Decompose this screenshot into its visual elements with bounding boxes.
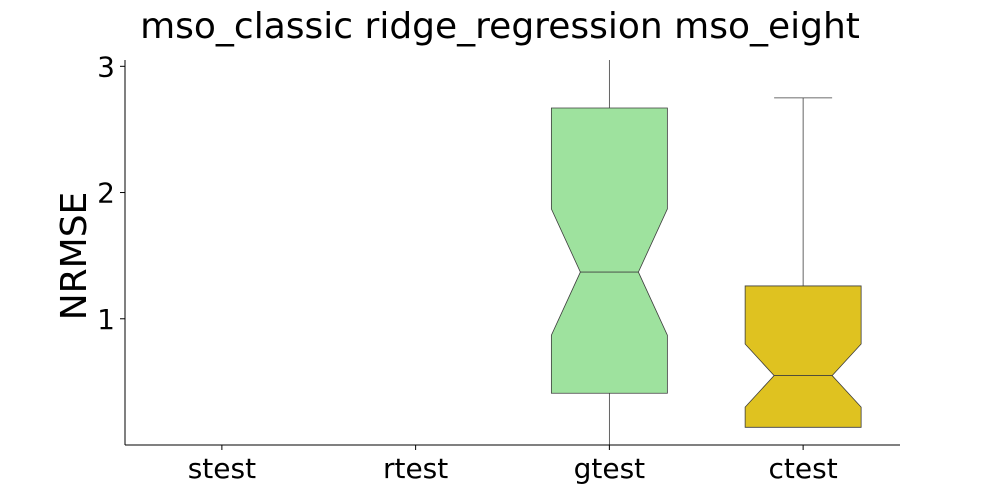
x-tick-label-gtest: gtest — [574, 452, 646, 485]
y-tick-label: 3 — [97, 50, 115, 83]
box-body-ctest — [744, 285, 862, 428]
box-body-gtest — [550, 107, 668, 394]
x-tick-label-ctest: ctest — [769, 452, 838, 485]
box-gtest — [550, 60, 668, 446]
y-axis-label: NRMSE — [54, 192, 95, 321]
x-tick-label-rtest: rtest — [383, 452, 448, 485]
axes-layer: 1 2 3 stest rtest gtest ctest — [97, 50, 900, 485]
boxes-layer — [163, 60, 862, 446]
box-ctest — [744, 97, 862, 428]
y-tick-label: 1 — [97, 303, 115, 336]
chart-title: mso_classic ridge_regression mso_eight — [140, 6, 860, 47]
y-tick-label: 2 — [97, 177, 115, 210]
x-tick-label-stest: stest — [188, 452, 256, 485]
